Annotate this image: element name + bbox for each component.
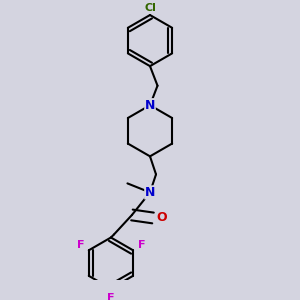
Text: F: F xyxy=(77,241,84,250)
Text: N: N xyxy=(145,186,155,199)
Text: F: F xyxy=(107,293,115,300)
Text: N: N xyxy=(145,99,155,112)
Text: O: O xyxy=(156,212,167,224)
Text: Cl: Cl xyxy=(144,2,156,13)
Text: F: F xyxy=(138,241,145,250)
